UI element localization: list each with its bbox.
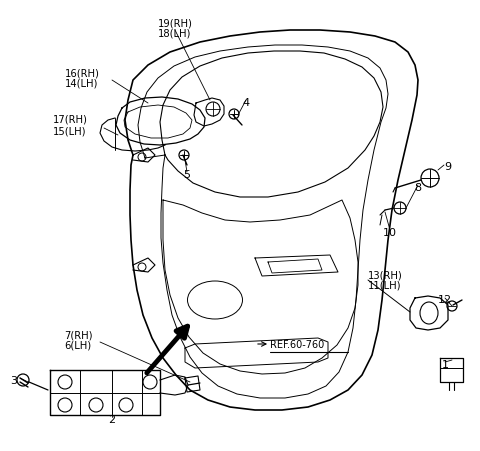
Text: 1: 1: [442, 360, 448, 370]
Text: 5: 5: [183, 170, 191, 180]
Text: 6(LH): 6(LH): [64, 341, 92, 351]
Text: 18(LH): 18(LH): [158, 29, 192, 39]
Text: 13(RH): 13(RH): [368, 270, 403, 280]
Text: REF.60-760: REF.60-760: [270, 340, 324, 350]
Text: 19(RH): 19(RH): [157, 18, 192, 28]
Text: 15(LH): 15(LH): [53, 126, 87, 136]
Text: 9: 9: [444, 162, 452, 172]
Text: 10: 10: [383, 228, 397, 238]
Text: 3: 3: [11, 376, 17, 386]
Text: 8: 8: [414, 183, 421, 193]
Text: 16(RH): 16(RH): [65, 68, 99, 78]
Text: 4: 4: [242, 98, 250, 108]
Text: 14(LH): 14(LH): [65, 79, 99, 89]
Text: 2: 2: [108, 415, 116, 425]
Text: 11(LH): 11(LH): [368, 281, 401, 291]
Text: 17(RH): 17(RH): [53, 115, 87, 125]
Text: 7(RH): 7(RH): [64, 330, 92, 340]
Text: 12: 12: [438, 295, 452, 305]
